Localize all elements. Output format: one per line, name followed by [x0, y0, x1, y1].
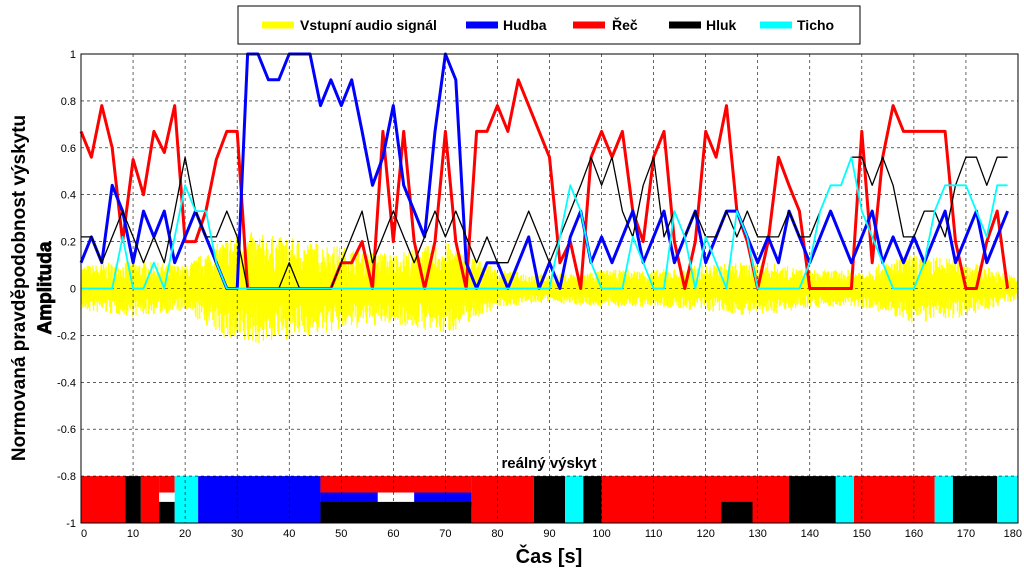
x-tick-label: 160 — [905, 528, 923, 540]
y-tick-label: 0.2 — [61, 237, 76, 249]
band-segment-hluk — [721, 501, 753, 523]
y-tick-label: 0.6 — [61, 143, 76, 155]
x-tick-label: 110 — [645, 528, 663, 540]
band-segment-ticho — [835, 476, 855, 523]
band-segment-ticho — [997, 476, 1018, 523]
legend-label-ticho: Ticho — [797, 17, 834, 33]
y-tick-label: 0.4 — [61, 190, 76, 202]
x-tick-label: 170 — [957, 528, 975, 540]
band-title: reálný výskyt — [501, 455, 596, 472]
band-segment-rec — [159, 476, 175, 493]
y-axis-label-amplitude: Amplituda — [35, 241, 56, 334]
band-segment-rec — [471, 476, 534, 523]
x-axis-label: Čas [s] — [516, 544, 583, 568]
y-tick-label: 1 — [70, 49, 76, 61]
x-tick-label: 140 — [801, 528, 819, 540]
x-tick-label: 40 — [283, 528, 295, 540]
y-tick-label: -0.2 — [57, 330, 76, 342]
band-segment-rec — [140, 476, 160, 523]
band-segment-hudba — [198, 476, 321, 523]
legend: Vstupní audio signál Hudba Řeč Hluk Ticho — [237, 5, 861, 45]
band-segment-rec — [601, 476, 789, 523]
x-tick-label: 70 — [439, 528, 451, 540]
x-tick-label: 0 — [81, 528, 87, 540]
legend-box — [237, 5, 861, 45]
legend-label-hluk: Hluk — [706, 17, 737, 33]
x-tick-label: 30 — [231, 528, 243, 540]
x-tick-labels: 0 10 20 30 40 50 60 70 80 90 100 110 120 130 140 150 160… — [81, 528, 1022, 540]
band-segment-ticho — [565, 476, 584, 523]
y-axis-label: Normovaná pravděpodobnost výskytu — [9, 115, 30, 461]
plot-frame — [80, 53, 1019, 524]
real-occurrence-band — [81, 476, 1018, 523]
band-segment-hluk — [952, 476, 998, 523]
band-segment-hluk — [320, 501, 472, 523]
legend-label-hudba: Hudba — [503, 17, 547, 33]
x-tick-label: 50 — [335, 528, 347, 540]
band-segment-hluk — [159, 501, 175, 523]
band-segment-rec — [81, 476, 126, 523]
band-segment-hluk — [788, 476, 836, 523]
band-segment-hluk — [583, 476, 602, 523]
x-tick-label: 80 — [491, 528, 503, 540]
x-tick-label: 100 — [592, 528, 610, 540]
y-tick-label: -0.4 — [57, 377, 76, 389]
x-tick-label: 60 — [387, 528, 399, 540]
y-tick-label: -0.6 — [57, 424, 76, 436]
series-lines — [79, 52, 1010, 290]
band-segment-ticho — [174, 476, 199, 523]
band-segment-ticho — [934, 476, 953, 523]
y-tick-label: -1 — [66, 518, 76, 530]
x-tick-label: 10 — [127, 528, 139, 540]
y-tick-label: -0.8 — [57, 471, 76, 483]
x-tick-label: 120 — [696, 528, 714, 540]
x-tick-label: 90 — [543, 528, 555, 540]
y-tick-labels: 1 0.8 0.6 0.4 0.2 0 -0.2 -0.4 -0.6 -0.8 -1 — [57, 49, 76, 530]
series-line-hluk — [81, 156, 1008, 290]
band-segment-rec — [854, 476, 935, 523]
x-tick-label: 180 — [1004, 528, 1022, 540]
x-tick-label: 130 — [749, 528, 767, 540]
x-tick-label: 150 — [853, 528, 871, 540]
y-tick-label: 0.8 — [61, 96, 76, 108]
band-segment-rec — [320, 476, 472, 493]
legend-label-rec: Řeč — [612, 16, 638, 33]
legend-label-signal: Vstupní audio signál — [300, 17, 437, 33]
x-tick-label: 20 — [179, 528, 191, 540]
series-line-ticho — [81, 156, 1008, 290]
y-tick-label: 0 — [70, 284, 76, 296]
